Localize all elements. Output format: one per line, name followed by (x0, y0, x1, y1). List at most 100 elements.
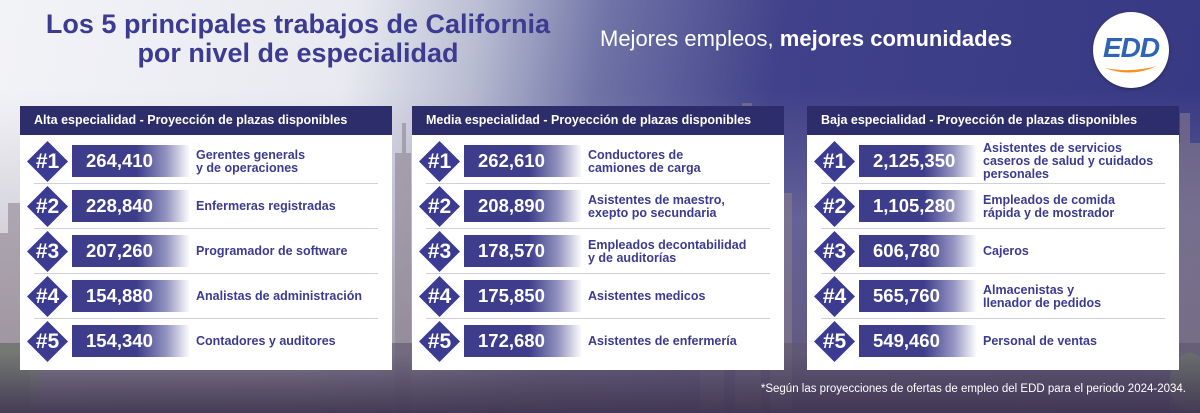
row-divider (34, 183, 378, 184)
row-divider (821, 183, 1165, 184)
openings-value: 262,610 (478, 150, 545, 171)
openings-value: 264,410 (86, 150, 153, 171)
job-line: camiones de carga (588, 160, 701, 175)
job-line: Asistentes de maestro, (588, 192, 725, 207)
title-line-2: por nivel de especialidad (137, 38, 459, 68)
table-row: #2 1,105,280 Empleados de comida rápida y… (807, 185, 1179, 229)
rank-number: #5 (427, 330, 452, 353)
page-title: Los 5 principales trabajos de California… (18, 10, 578, 68)
row-divider (426, 228, 770, 229)
table-row: #4 565,760 Almacenistas y llenador de ped… (807, 275, 1179, 319)
table-row: #1 262,610 Conductores de camiones de car… (412, 140, 784, 184)
panel-header: Baja especialidad - Proyección de plazas… (807, 106, 1179, 135)
row-divider (426, 273, 770, 274)
value-bar: 154,880 (72, 280, 190, 312)
row-divider (821, 318, 1165, 319)
openings-value: 172,680 (478, 330, 545, 351)
job-line: Programador de software (196, 244, 348, 258)
value-bar: 175,850 (464, 280, 582, 312)
rank-number: #4 (35, 285, 60, 308)
value-bar: 262,610 (464, 145, 582, 177)
rank-badge: #5 (813, 320, 856, 363)
job-line: Empleados de comida (983, 192, 1115, 207)
rank-number: #3 (427, 240, 452, 263)
slogan: Mejores empleos, mejores comunidades (600, 26, 1012, 52)
rank-number: #2 (35, 195, 60, 218)
rank-badge: #3 (26, 230, 69, 273)
value-bar: 2,125,350 (859, 145, 977, 177)
slogan-bold: mejores comunidades (779, 26, 1013, 51)
openings-value: 1,105,280 (873, 195, 956, 216)
value-bar: 207,260 (72, 235, 190, 267)
openings-value: 549,460 (873, 330, 940, 351)
rank-badge: #2 (418, 185, 461, 228)
table-row: #4 175,850 Asistentes medicos (412, 275, 784, 319)
job-title: Asistentes medicos (588, 276, 778, 317)
rank-number: #2 (427, 195, 452, 218)
rank-number: #1 (35, 150, 60, 173)
rank-badge: #4 (418, 275, 461, 318)
openings-value: 154,340 (86, 330, 153, 351)
job-line: Gerentes generals (196, 147, 306, 162)
job-line: llenador de pedidos (983, 295, 1102, 310)
table-row: #5 549,460 Personal de ventas (807, 320, 1179, 363)
job-title: Asistentes de servicios caseros de salud … (983, 141, 1173, 182)
job-title: Personal de ventas (983, 321, 1173, 362)
job-line: Asistentes medicos (588, 289, 706, 303)
openings-value: 207,260 (86, 240, 153, 261)
rank-number: #1 (427, 150, 452, 173)
job-title: Enfermeras registradas (196, 186, 386, 227)
row-divider (821, 273, 1165, 274)
table-row: #1 2,125,350 Asistentes de servicios case… (807, 140, 1179, 184)
job-title: Asistentes de maestro, exepto po secundar… (588, 186, 778, 227)
row-divider (34, 273, 378, 274)
job-title: Analistas de administración (196, 276, 386, 317)
panel-header: Media especialidad - Proyección de plaza… (412, 106, 784, 135)
job-line: exepto po secundaria (588, 205, 717, 220)
rank-number: #1 (822, 150, 847, 173)
slogan-regular: Mejores empleos, (600, 26, 774, 51)
logo-swoosh-icon (1105, 66, 1157, 73)
rank-number: #2 (822, 195, 847, 218)
row-divider (34, 318, 378, 319)
job-title: Almacenistas y llenador de pedidos (983, 276, 1173, 317)
job-line: Asistentes de enfermería (588, 334, 737, 348)
table-row: #3 207,260 Programador de software (20, 230, 392, 274)
table-row: #1 264,410 Gerentes generals y de operaci… (20, 140, 392, 184)
value-bar: 178,570 (464, 235, 582, 267)
row-divider (426, 183, 770, 184)
rank-badge: #1 (813, 140, 856, 183)
rank-badge: #5 (26, 320, 69, 363)
job-title: Gerentes generals y de operaciones (196, 141, 386, 182)
rank-number: #4 (822, 285, 847, 308)
rank-number: #5 (35, 330, 60, 353)
logo-text: EDD (1102, 32, 1160, 63)
openings-value: 228,840 (86, 195, 153, 216)
row-divider (34, 228, 378, 229)
job-title: Empleados decontabilidad y de auditorías (588, 231, 778, 272)
openings-value: 2,125,350 (873, 150, 956, 171)
job-title: Programador de software (196, 231, 386, 272)
job-line: Contadores y auditores (196, 334, 336, 348)
job-title: Cajeros (983, 231, 1173, 272)
rank-number: #4 (427, 285, 452, 308)
rank-number: #3 (35, 240, 60, 263)
rank-badge: #1 (418, 140, 461, 183)
job-line: caseros de salud y cuidados (983, 154, 1154, 168)
job-line: y de auditorías (588, 250, 677, 265)
value-bar: 606,780 (859, 235, 977, 267)
value-bar: 154,340 (72, 325, 190, 357)
job-line: Enfermeras registradas (196, 199, 336, 213)
rank-number: #5 (822, 330, 847, 353)
rank-number: #3 (822, 240, 847, 263)
job-line: Cajeros (983, 244, 1029, 258)
panel-alta-especialidad: Alta especialidad - Proyección de plazas… (20, 106, 392, 370)
table-row: #5 154,340 Contadores y auditores (20, 320, 392, 363)
job-title: Asistentes de enfermería (588, 321, 778, 362)
openings-value: 208,890 (478, 195, 545, 216)
row-divider (426, 318, 770, 319)
rank-badge: #4 (26, 275, 69, 318)
footnote: *Según las proyecciones de ofertas de em… (760, 383, 1186, 395)
value-bar: 264,410 (72, 145, 190, 177)
job-line: personales (983, 167, 1050, 181)
